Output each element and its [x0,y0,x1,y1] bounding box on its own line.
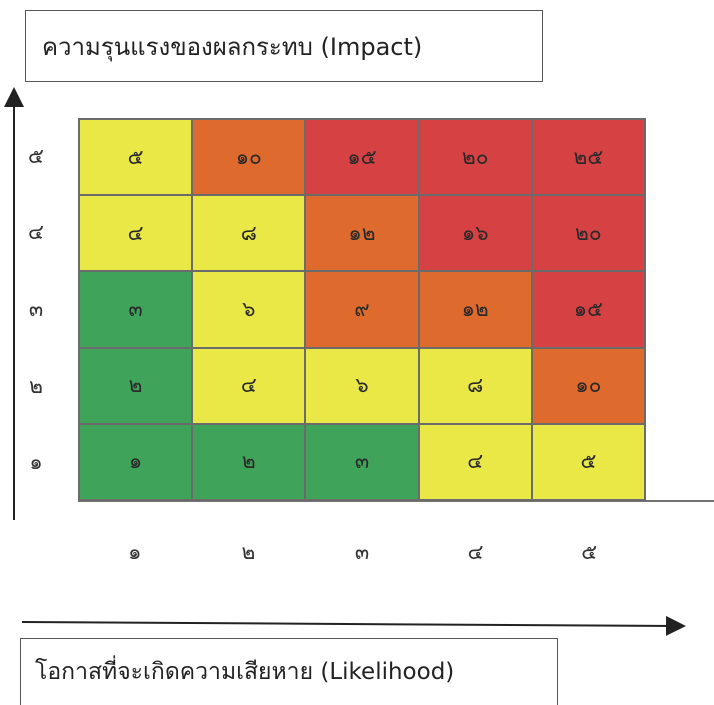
matrix-cell: ๔ [418,423,532,500]
matrix-cell: ๙ [305,271,419,348]
matrix-cell: ๘ [418,347,532,424]
matrix-cell: ๒๐ [531,195,645,272]
impact-title: ความรุนแรงของผลกระทบ (Impact) [42,32,423,61]
impact-level-label: ๕ [28,143,44,168]
likelihood-level-label: ๒ [241,539,256,564]
risk-matrix-grid: ๕๑๐ ๑๕ ๒๐ ๒๕๔๘๑๒ ๑๖ ๒๐๓๖๙๑๒ ๑๕๒๔๖๘๑๐๑๒๓๔๕ [78,118,646,501]
matrix-cell: ๘ [192,195,306,272]
matrix-cell: ๒ [79,347,193,424]
matrix-cell: ๑๕ [531,271,645,348]
likelihood-title: โอกาสที่จะเกิดความเสียหาย (Likelihood) [35,659,455,685]
impact-level-label: ๔ [28,220,44,245]
matrix-cell: ๔ [79,195,193,272]
likelihood-level-label: ๕ [581,539,598,564]
matrix-cell: ๓ [79,271,193,348]
matrix-cell: ๕ [531,423,645,500]
matrix-cell: ๑๐ [531,347,645,424]
matrix-cell: ๒๕ [531,119,645,196]
matrix-cell: ๑๐ [192,119,306,196]
matrix-cell: ๑ [79,423,193,500]
matrix-cell: ๑๖ [418,195,532,272]
matrix-cell: ๑๕ [305,119,419,196]
matrix-cell: ๑๒ [305,195,419,272]
impact-level-label: ๓ [28,297,44,321]
likelihood-level-label: ๓ [354,539,370,564]
x-axis-arrow [21,615,686,636]
matrix-cell: ๓ [305,423,419,500]
matrix-cell: ๒๐ [418,119,532,196]
likelihood-level-label: ๑ [128,539,142,564]
matrix-cell: ๑๒ [418,271,532,348]
likelihood-level-label: ๔ [467,539,484,564]
impact-title-box: ความรุนแรงของผลกระทบ (Impact) [25,10,543,82]
impact-level-label: ๑ [29,450,43,475]
matrix-cell: ๕ [79,119,193,196]
matrix-cell: ๒ [192,423,306,500]
matrix-cell: ๖ [305,347,419,424]
matrix-cell: ๔ [192,347,306,424]
likelihood-title-box: โอกาสที่จะเกิดความเสียหาย (Likelihood) [20,638,558,705]
impact-level-label: ๒ [29,373,43,398]
matrix-cell: ๖ [192,271,306,348]
